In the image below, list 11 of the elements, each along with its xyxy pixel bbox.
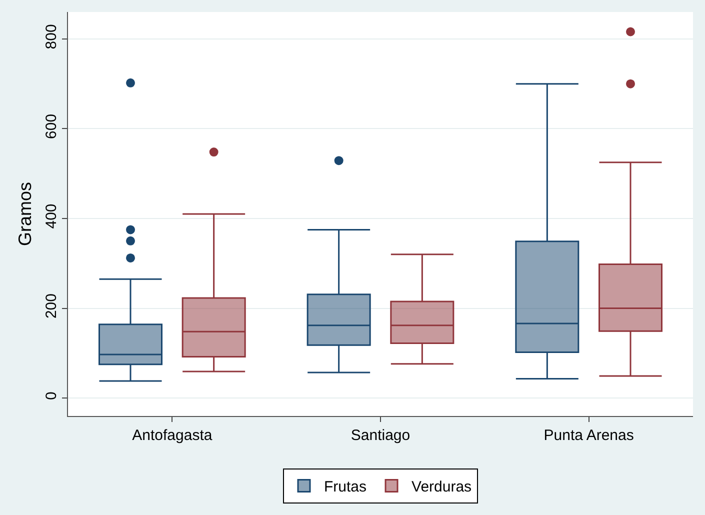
y-tick-label: 800 xyxy=(43,24,60,50)
y-tick-label: 600 xyxy=(43,114,60,139)
y-tick-label: 0 xyxy=(43,392,60,400)
x-tick-label: Santiago xyxy=(350,427,410,444)
y-tick-label: 400 xyxy=(43,204,60,229)
y-tick-label: 200 xyxy=(43,294,60,319)
x-tick-label: Antofagasta xyxy=(132,427,213,444)
x-tick-label: Punta Arenas xyxy=(544,427,634,444)
y-axis-title: Gramos xyxy=(15,182,36,246)
legend-label: Frutas xyxy=(324,478,367,496)
legend-label: Verduras xyxy=(412,478,472,496)
